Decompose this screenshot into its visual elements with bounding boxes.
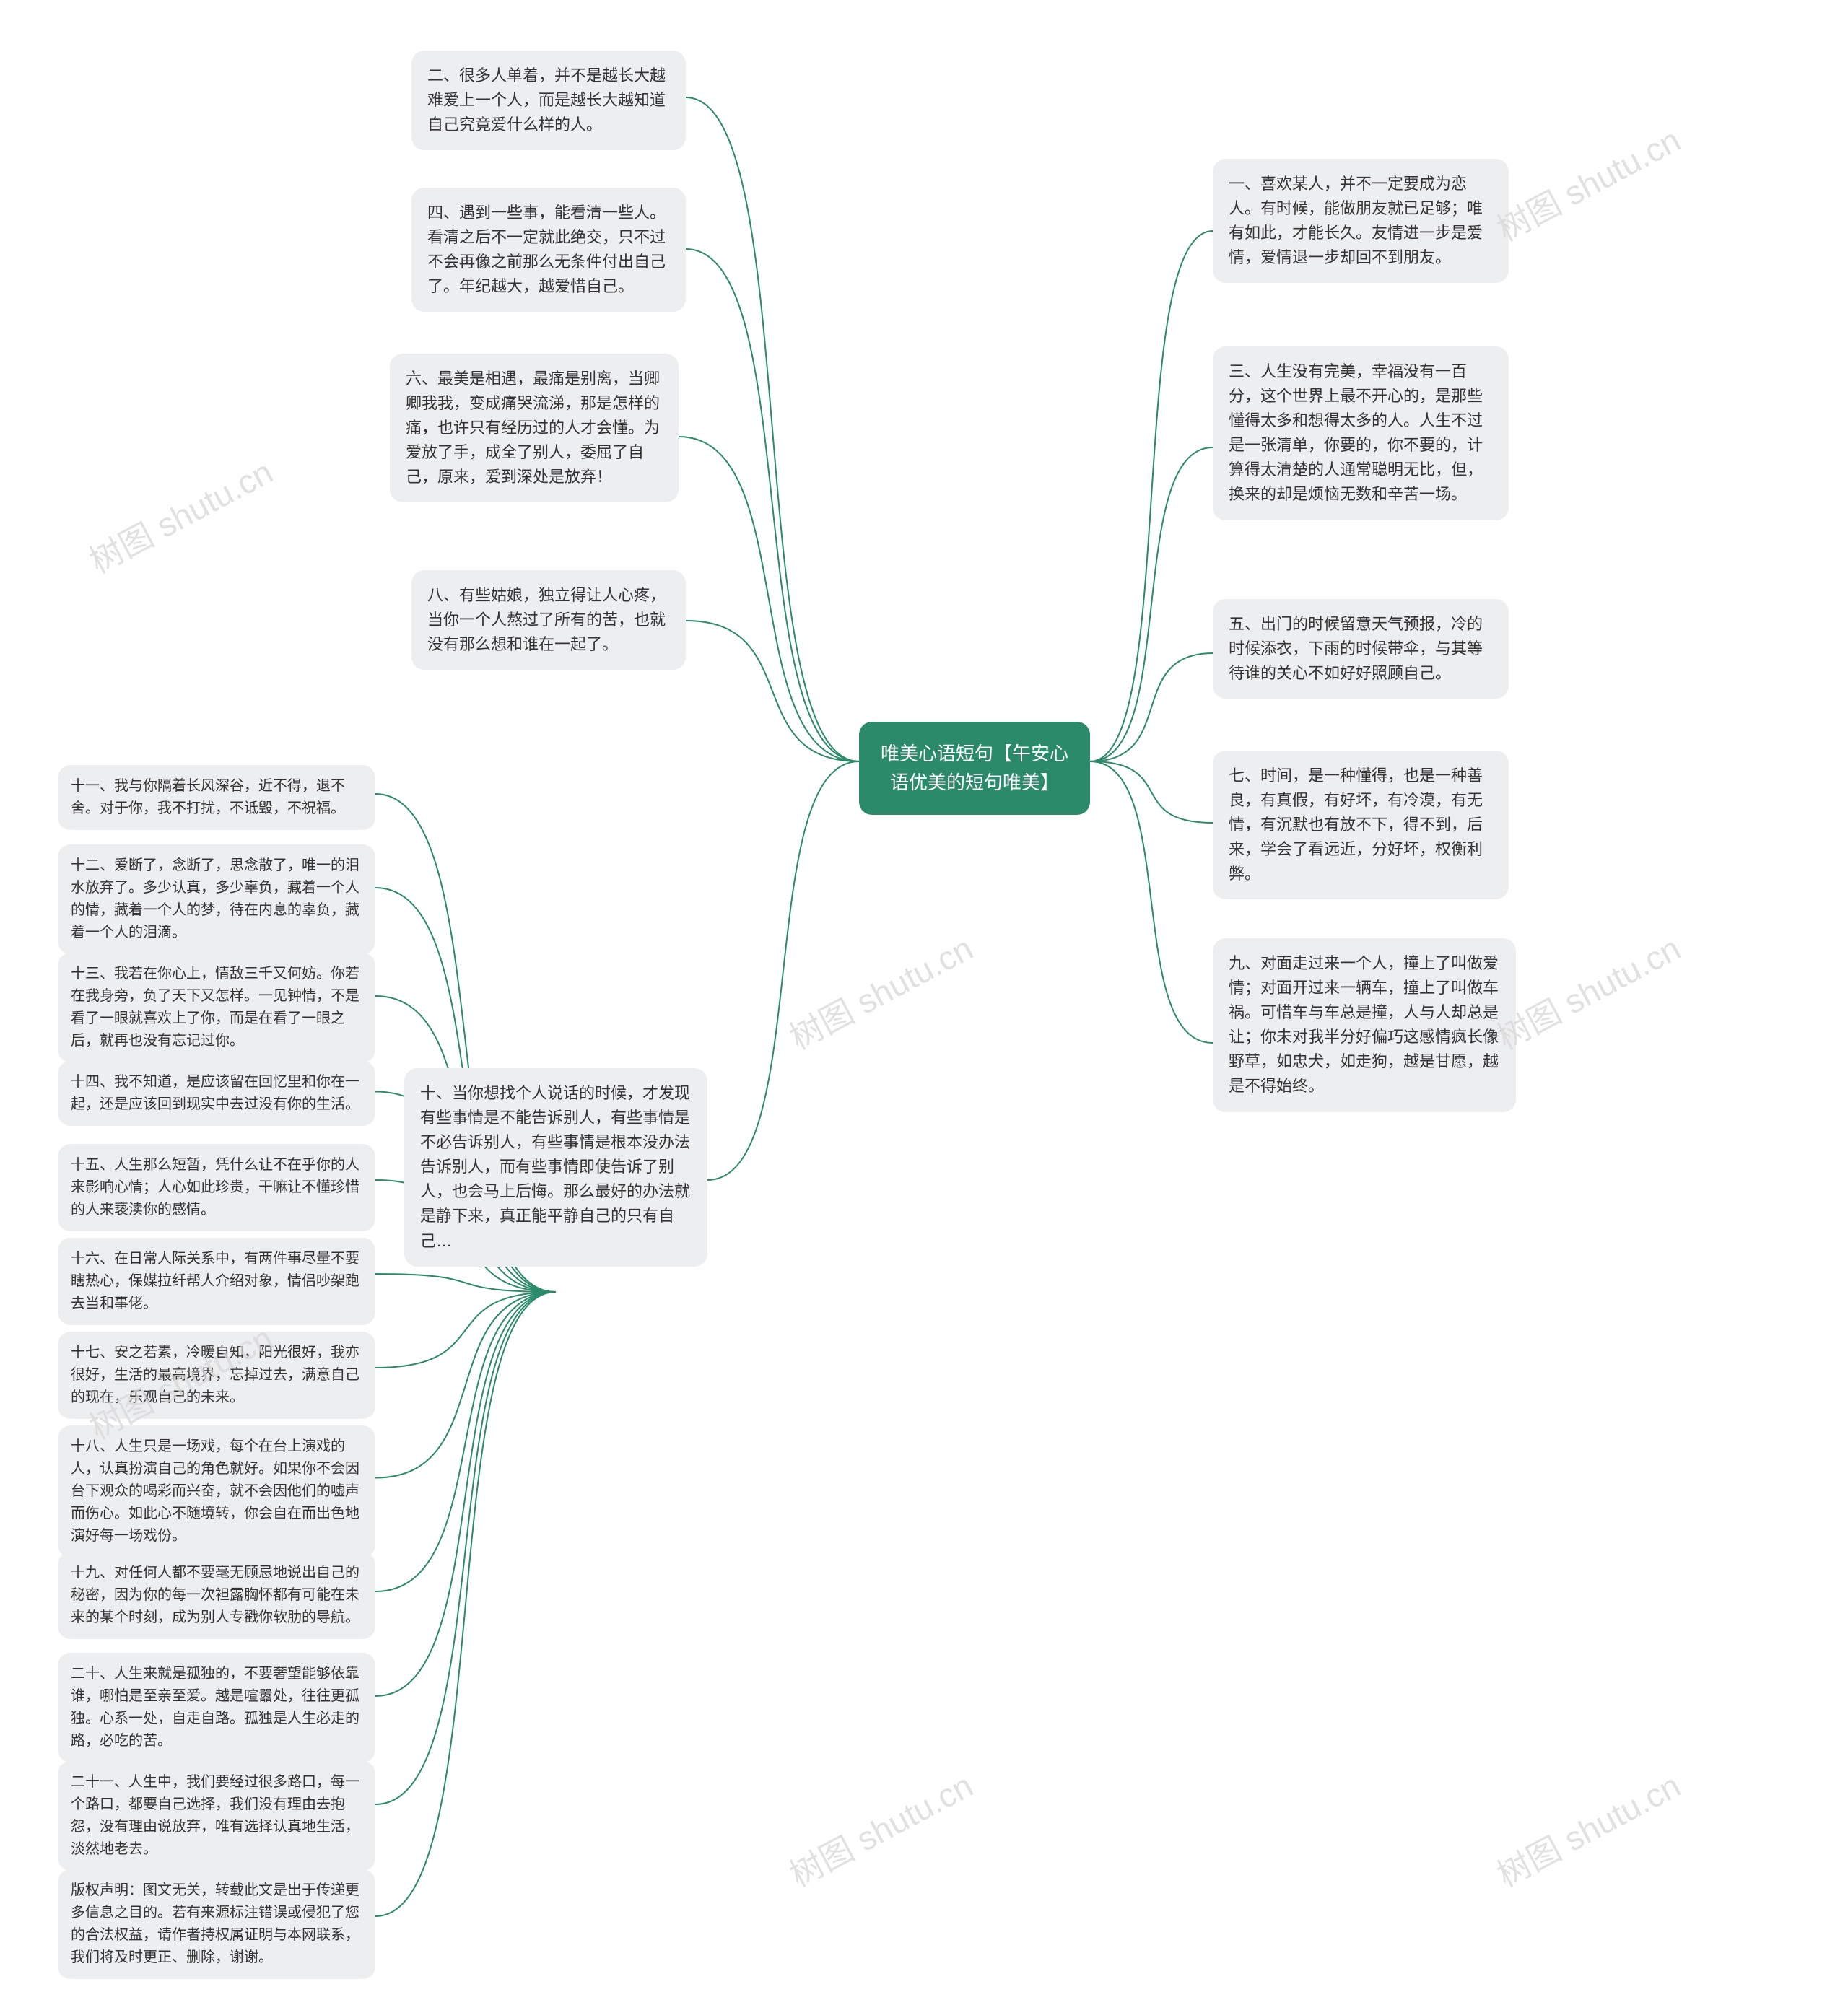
node-t18: 十八、人生只是一场戏，每个在台上演戏的人，认真扮演自己的角色就好。如果你不会因台… [58, 1425, 375, 1558]
node-l4: 八、有些姑娘，独立得让人心疼，当你一个人熬过了所有的苦，也就没有那么想和谁在一起… [411, 570, 686, 670]
edge [1090, 447, 1213, 761]
node-t17: 十七、安之若素，冷暖自知，阳光很好，我亦很好，生活的最高境界，忘掉过去，满意自己… [58, 1332, 375, 1419]
node-t14: 十四、我不知道，是应该留在回忆里和你在一起，还是应该回到现实中去过没有你的生活。 [58, 1061, 375, 1126]
edge [686, 621, 859, 761]
edge [707, 761, 859, 1180]
node-r5: 九、对面走过来一个人，撞上了叫做爱情；对面开过来一辆车，撞上了叫做车祸。可惜车与… [1213, 938, 1516, 1112]
node-r1: 一、喜欢某人，并不一定要成为恋人。有时候，能做朋友就已足够；唯有如此，才能长久。… [1213, 159, 1509, 283]
mindmap-canvas: 唯美心语短句【午安心语优美的短句唯美】 二、很多人单着，并不是越长大越难爱上一个… [0, 0, 1848, 1992]
watermark: 树图 shutu.cn [780, 922, 980, 1059]
edge [1090, 761, 1213, 1043]
node-t19: 十九、对任何人都不要毫无顾忌地说出自己的秘密，因为你的每一次袒露胸怀都有可能在未… [58, 1552, 375, 1639]
center-node: 唯美心语短句【午安心语优美的短句唯美】 [859, 722, 1090, 815]
edge [1090, 761, 1213, 823]
node-t11: 十一、我与你隔着长风深谷，近不得，退不舍。对于你，我不打扰，不诋毁，不祝福。 [58, 765, 375, 830]
edge [375, 1292, 556, 1591]
node-l2: 四、遇到一些事，能看清一些人。看清之后不一定就此绝交，只不过不会再像之前那么无条… [411, 188, 686, 312]
watermark: 树图 shutu.cn [1488, 922, 1688, 1059]
edge [1090, 231, 1213, 761]
edge [375, 1292, 556, 1804]
center-label: 唯美心语短句【午安心语优美的短句唯美】 [881, 743, 1068, 793]
node-t16: 十六、在日常人际关系中，有两件事尽量不要瞎热心，保媒拉纤帮人介绍对象，情侣吵架跑… [58, 1238, 375, 1325]
node-l5: 十、当你想找个人说话的时候，才发现有些事情是不能告诉别人，有些事情是不必告诉别人… [404, 1068, 707, 1267]
edge [686, 249, 859, 761]
edge [686, 97, 859, 761]
watermark: 树图 shutu.cn [1488, 1760, 1688, 1896]
edge [375, 1292, 556, 1368]
node-t13: 十三、我若在你心上，情敌三千又何妨。你若在我身旁，负了天下又怎样。一见钟情，不是… [58, 953, 375, 1062]
node-t20: 二十、人生来就是孤独的，不要奢望能够依靠谁，哪怕是至亲至爱。越是喧嚣处，往往更孤… [58, 1653, 375, 1762]
edge [375, 1292, 556, 1916]
node-r2: 三、人生没有完美，幸福没有一百分，这个世界上最不开心的，是那些懂得太多和想得太多… [1213, 346, 1509, 520]
node-r3: 五、出门的时候留意天气预报，冷的时候添衣，下雨的时候带伞，与其等待谁的关心不如好… [1213, 599, 1509, 699]
node-t12: 十二、爱断了，念断了，思念散了，唯一的泪水放弃了。多少认真，多少辜负，藏着一个人… [58, 844, 375, 954]
watermark: 树图 shutu.cn [1488, 114, 1688, 250]
edge [375, 1292, 556, 1696]
edge [375, 1274, 556, 1292]
node-tcc: 版权声明：图文无关，转载此文是出于传递更多信息之目的。若有来源标注错误或侵犯了您… [58, 1869, 375, 1979]
node-r4: 七、时间，是一种懂得，也是一种善良，有真假，有好坏，有冷漠，有无情，有沉默也有放… [1213, 751, 1509, 899]
node-l3: 六、最美是相遇，最痛是别离，当卿卿我我，变成痛哭流涕，那是怎样的痛，也许只有经历… [390, 354, 679, 502]
node-l1: 二、很多人单着，并不是越长大越难爱上一个人，而是越长大越知道自己究竟爱什么样的人… [411, 51, 686, 150]
watermark: 树图 shutu.cn [780, 1760, 980, 1896]
node-t21: 二十一、人生中，我们要经过很多路口，每一个路口，都要自己选择，我们没有理由去抱怨… [58, 1761, 375, 1871]
edge [1090, 653, 1213, 761]
node-t15: 十五、人生那么短暂，凭什么让不在乎你的人来影响心情；人心如此珍贵，干嘛让不懂珍惜… [58, 1144, 375, 1231]
edge [375, 1292, 556, 1478]
watermark: 树图 shutu.cn [80, 446, 280, 582]
edge [679, 437, 859, 761]
